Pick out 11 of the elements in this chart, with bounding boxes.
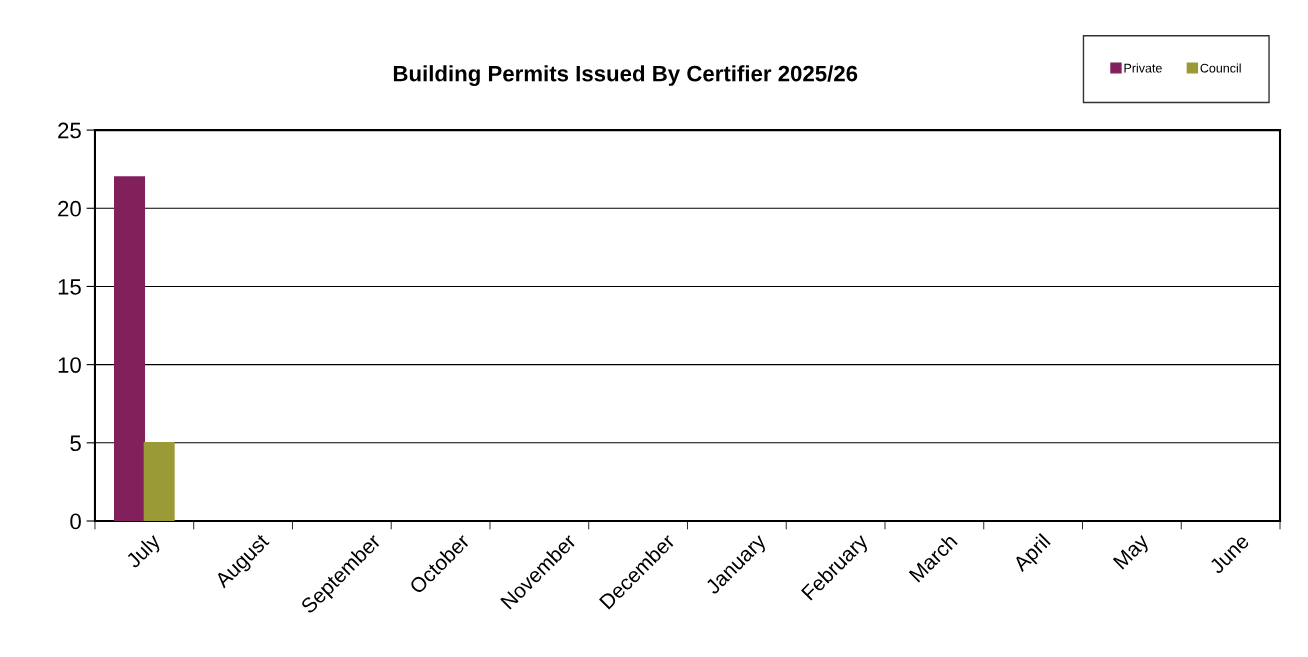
legend-label: Private [1124,63,1162,73]
x-tick-label: May [1112,532,1153,573]
y-tick-label: 20 [58,200,81,217]
y-tick-label: 5 [70,435,81,452]
y-tick-label: 15 [58,279,81,295]
x-tick-label: July [124,532,165,572]
y-tick-label: 10 [58,357,81,373]
chart-title: Building Permits Issued By Certifier 2025/26 [393,65,858,86]
legend-label: Council [1200,63,1241,73]
y-tick-label: 0 [70,513,81,530]
y-tick-label: 25 [58,122,81,139]
